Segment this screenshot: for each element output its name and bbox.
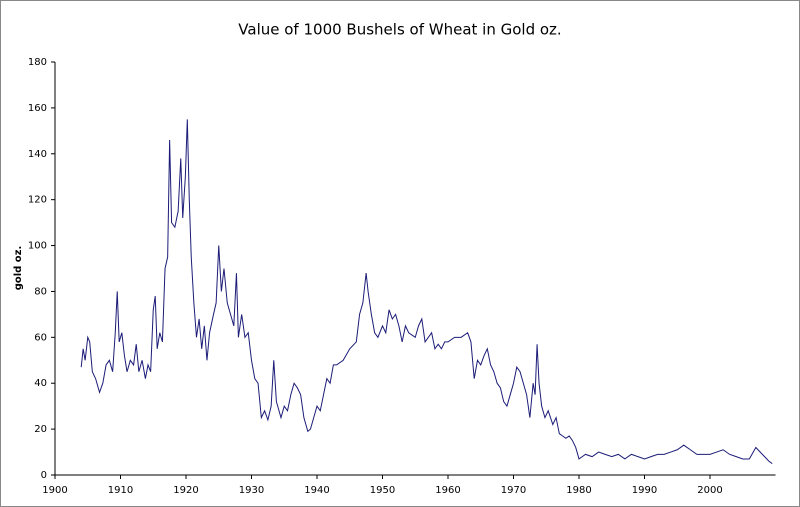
x-tick-label: 1970 [501,485,526,496]
y-tick-label: 100 [28,241,47,252]
x-tick-label: 1900 [42,485,67,496]
x-tick-label: 2000 [697,485,722,496]
x-tick-label: 1930 [239,485,264,496]
y-tick-label: 20 [34,424,47,435]
y-tick-label: 80 [34,286,47,297]
y-tick-label: 0 [41,470,47,481]
x-tick-label: 1990 [632,485,657,496]
x-tick-label: 1950 [370,485,395,496]
chart-title: Value of 1000 Bushels of Wheat in Gold o… [238,21,561,39]
x-tick-label: 1910 [108,485,133,496]
y-tick-label: 180 [28,57,47,68]
y-tick-label: 40 [34,378,47,389]
y-axis-label: gold oz. [13,246,24,291]
x-tick-label: 1960 [435,485,460,496]
y-tick-label: 140 [28,149,47,160]
series-line [80,119,773,464]
y-tick-label: 60 [34,332,47,343]
x-tick-label: 1940 [304,485,329,496]
x-tick-label: 1920 [173,485,198,496]
y-tick-label: 160 [28,103,47,114]
y-tick-label: 120 [28,195,47,206]
x-tick-label: 1980 [566,485,591,496]
